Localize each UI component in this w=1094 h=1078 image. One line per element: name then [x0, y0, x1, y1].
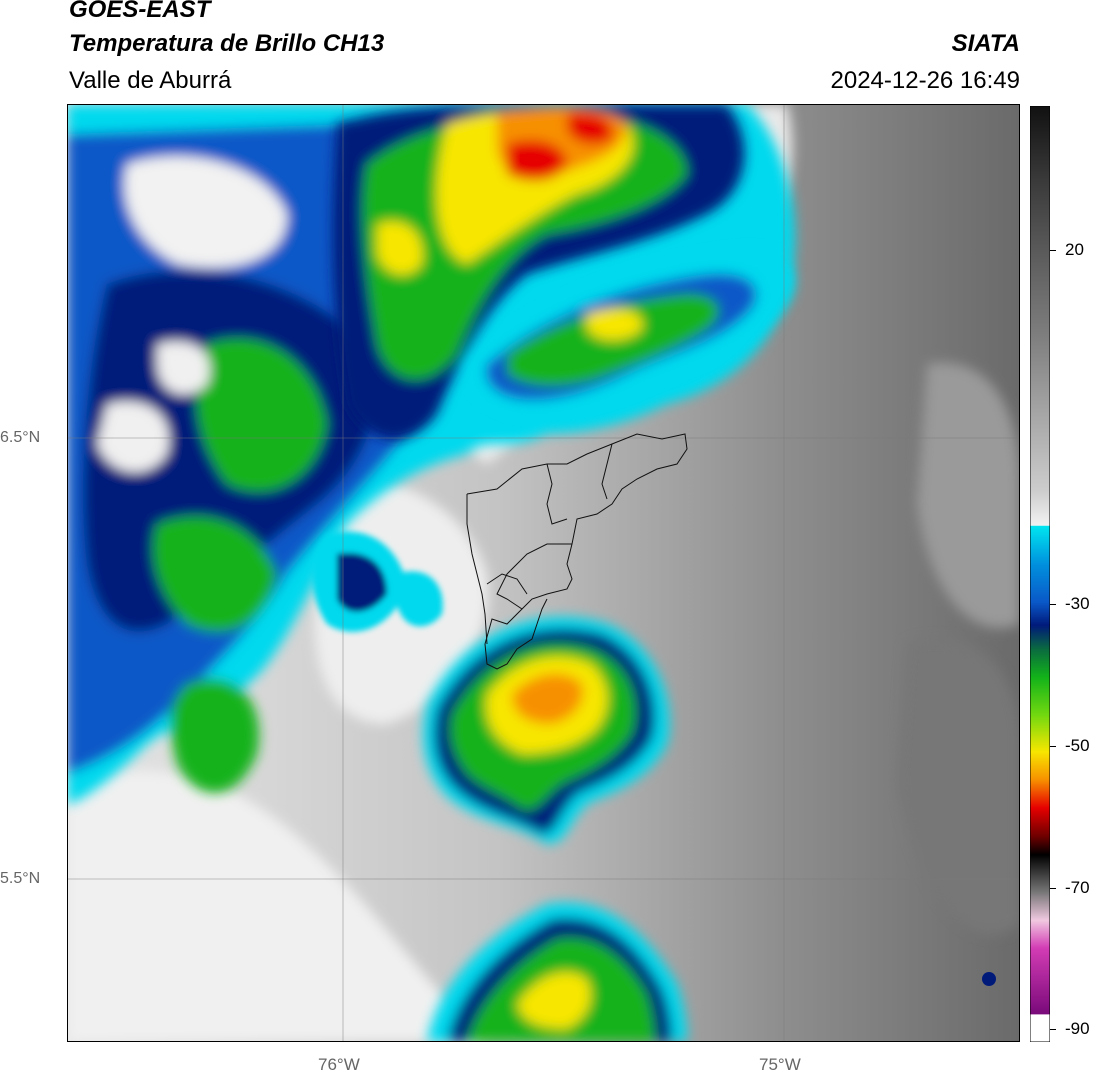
cbar-tick [1050, 604, 1056, 605]
map-gridlines [67, 104, 1020, 1042]
lon-label-75w: 75°W [759, 1055, 801, 1074]
lat-label-6-5n: 6.5°N [0, 429, 41, 446]
cbar-tick [1050, 888, 1056, 889]
temperature-colorbar [1030, 106, 1050, 1042]
satellite-title: GOES-EAST [69, 0, 211, 23]
cbar-label-20: 20 [1065, 240, 1084, 259]
region-label: Valle de Aburrá [69, 67, 232, 94]
cbar-label-minus30: -30 [1065, 594, 1090, 613]
product-title: Temperatura de Brillo CH13 [69, 30, 385, 57]
valle-de-aburra-outline [466, 433, 688, 670]
cbar-label-minus90: -90 [1065, 1019, 1090, 1038]
cbar-label-minus70: -70 [1065, 878, 1090, 897]
cbar-label-minus50: -50 [1065, 736, 1090, 755]
cbar-tick [1050, 250, 1056, 251]
cloud-field [67, 104, 1020, 1042]
brightness-temperature-map [67, 104, 1020, 1042]
cbar-tick [1050, 1029, 1056, 1030]
cbar-tick [1050, 746, 1056, 747]
agency-label: SIATA [951, 30, 1020, 57]
lat-label-5-5n: 5.5°N [0, 870, 41, 887]
datetime-label: 2024-12-26 16:49 [830, 67, 1021, 94]
lon-label-76w: 76°W [318, 1055, 360, 1074]
